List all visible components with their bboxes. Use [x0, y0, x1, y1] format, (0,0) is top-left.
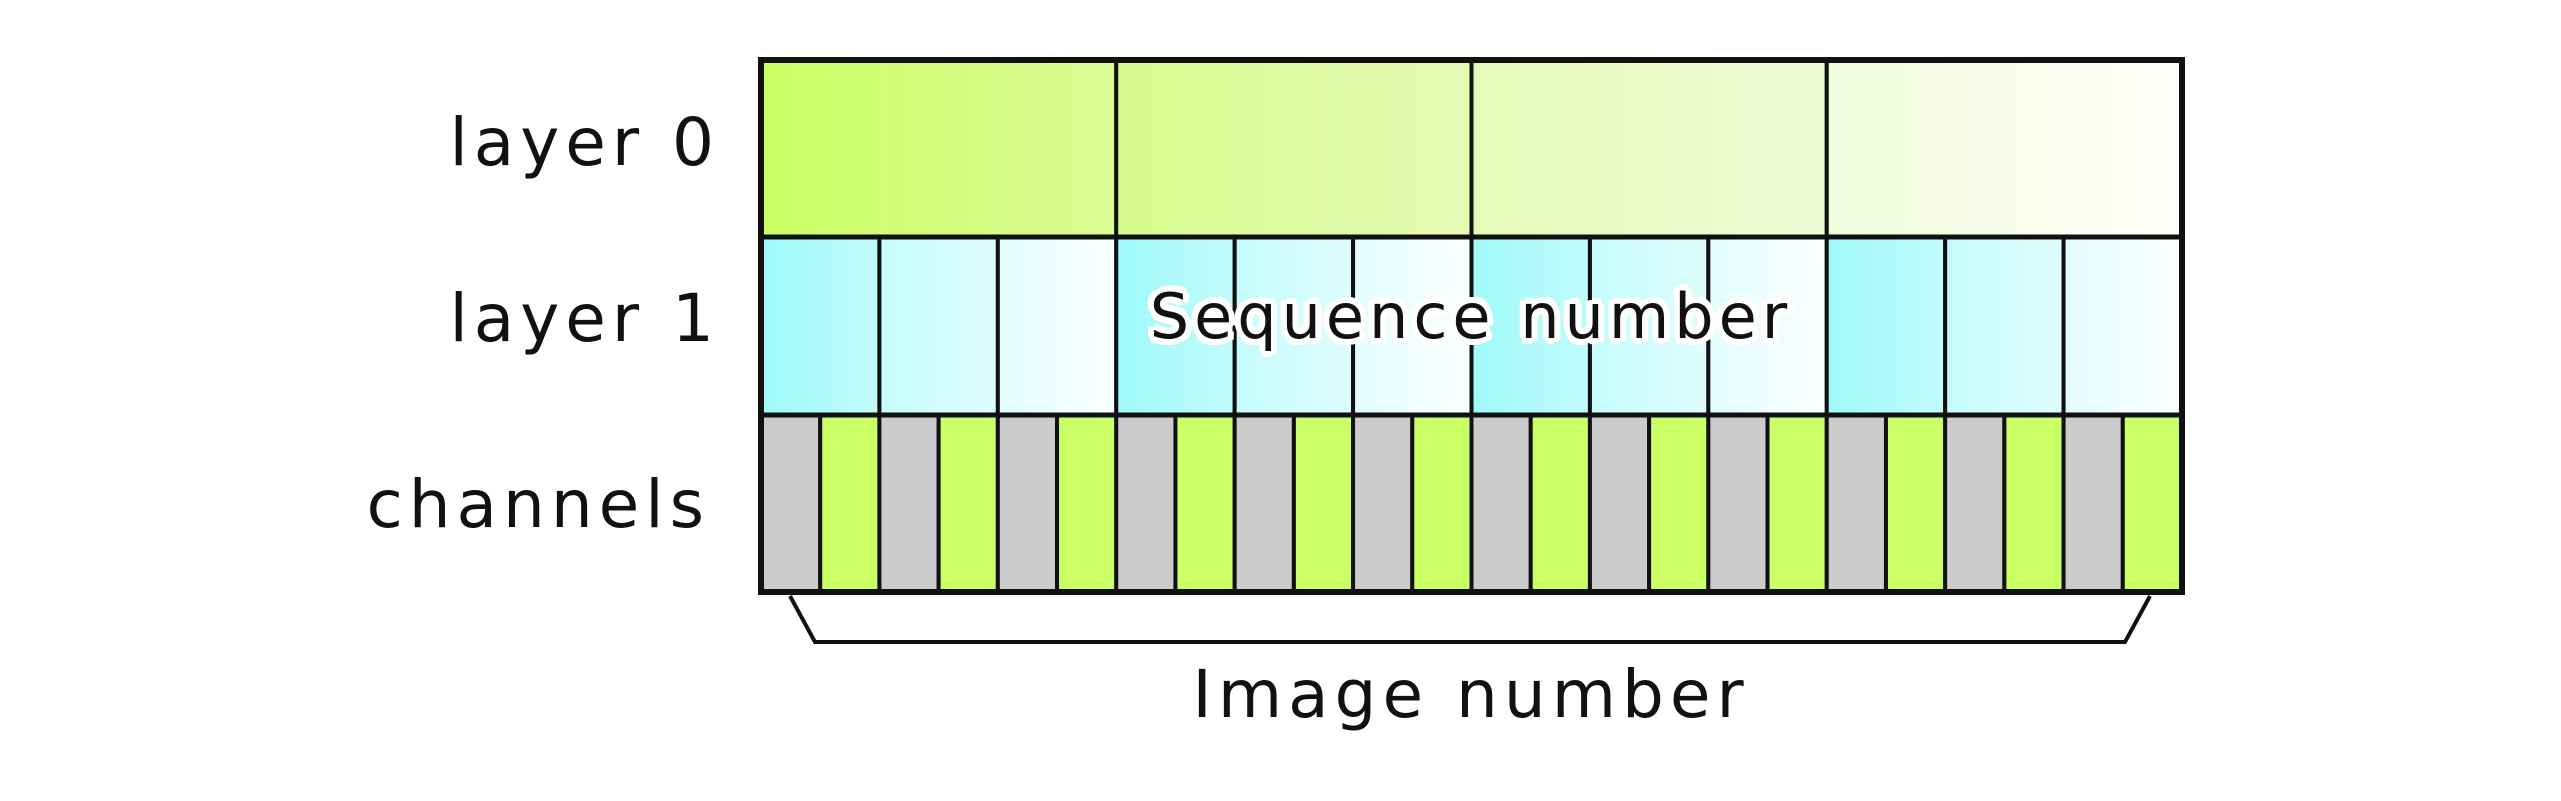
channel-cell: [1647, 413, 1711, 594]
channels-label: channels: [366, 466, 710, 543]
layer-0-block: [1824, 58, 2184, 239]
channel-cell: [1410, 413, 1474, 594]
channel-cell: [1055, 413, 1119, 594]
channel-cell: [1883, 413, 1948, 594]
channels-row: [759, 413, 2185, 594]
layer-0-block: [1114, 58, 1474, 239]
channel-cell: [818, 413, 882, 594]
image-number-label: Image number: [1192, 656, 1750, 733]
layer-1-block: [1114, 235, 1237, 417]
channel-cell: [2002, 413, 2066, 594]
layer-0-block: [759, 58, 1119, 239]
channel-cell: [1824, 413, 1888, 594]
channel-cell: [1173, 413, 1237, 594]
channel-cell: [1706, 413, 1770, 594]
channel-cell: [1765, 413, 1829, 594]
channel-cell: [1291, 413, 1356, 594]
channel-cell: [759, 413, 823, 594]
image-number-bracket: [788, 595, 2152, 644]
channel-cell: [1469, 413, 1533, 594]
layer-1-block: [1943, 235, 2066, 417]
layer-0-label: layer 0: [449, 104, 720, 181]
layer-1-row: [759, 235, 2184, 417]
channel-cell: [1114, 413, 1178, 594]
channel-cell: [1528, 413, 1592, 594]
layer-1-block: [1351, 235, 1474, 417]
channel-cell: [2061, 413, 2125, 594]
layer-0-row: [759, 58, 2184, 239]
channel-cell: [1943, 413, 2007, 594]
layer-0-block: [1469, 58, 1829, 239]
sequence-number-label: Sequence number: [1149, 280, 1793, 353]
channel-cell: [1232, 413, 1296, 594]
channel-cell: [1587, 413, 1652, 594]
layer-1-block: [877, 235, 1000, 417]
layer-1-block: [2061, 235, 2184, 417]
channel-cell: [877, 413, 941, 594]
layer-1-block: [759, 235, 882, 417]
diagram-outline: [758, 57, 2185, 595]
channel-cell: [1351, 413, 1415, 594]
layer-1-label: layer 1: [449, 280, 720, 357]
layer-1-block: [1587, 235, 1711, 417]
channel-cell: [995, 413, 1060, 594]
channel-cell: [2120, 413, 2185, 594]
channel-cell: [936, 413, 1000, 594]
